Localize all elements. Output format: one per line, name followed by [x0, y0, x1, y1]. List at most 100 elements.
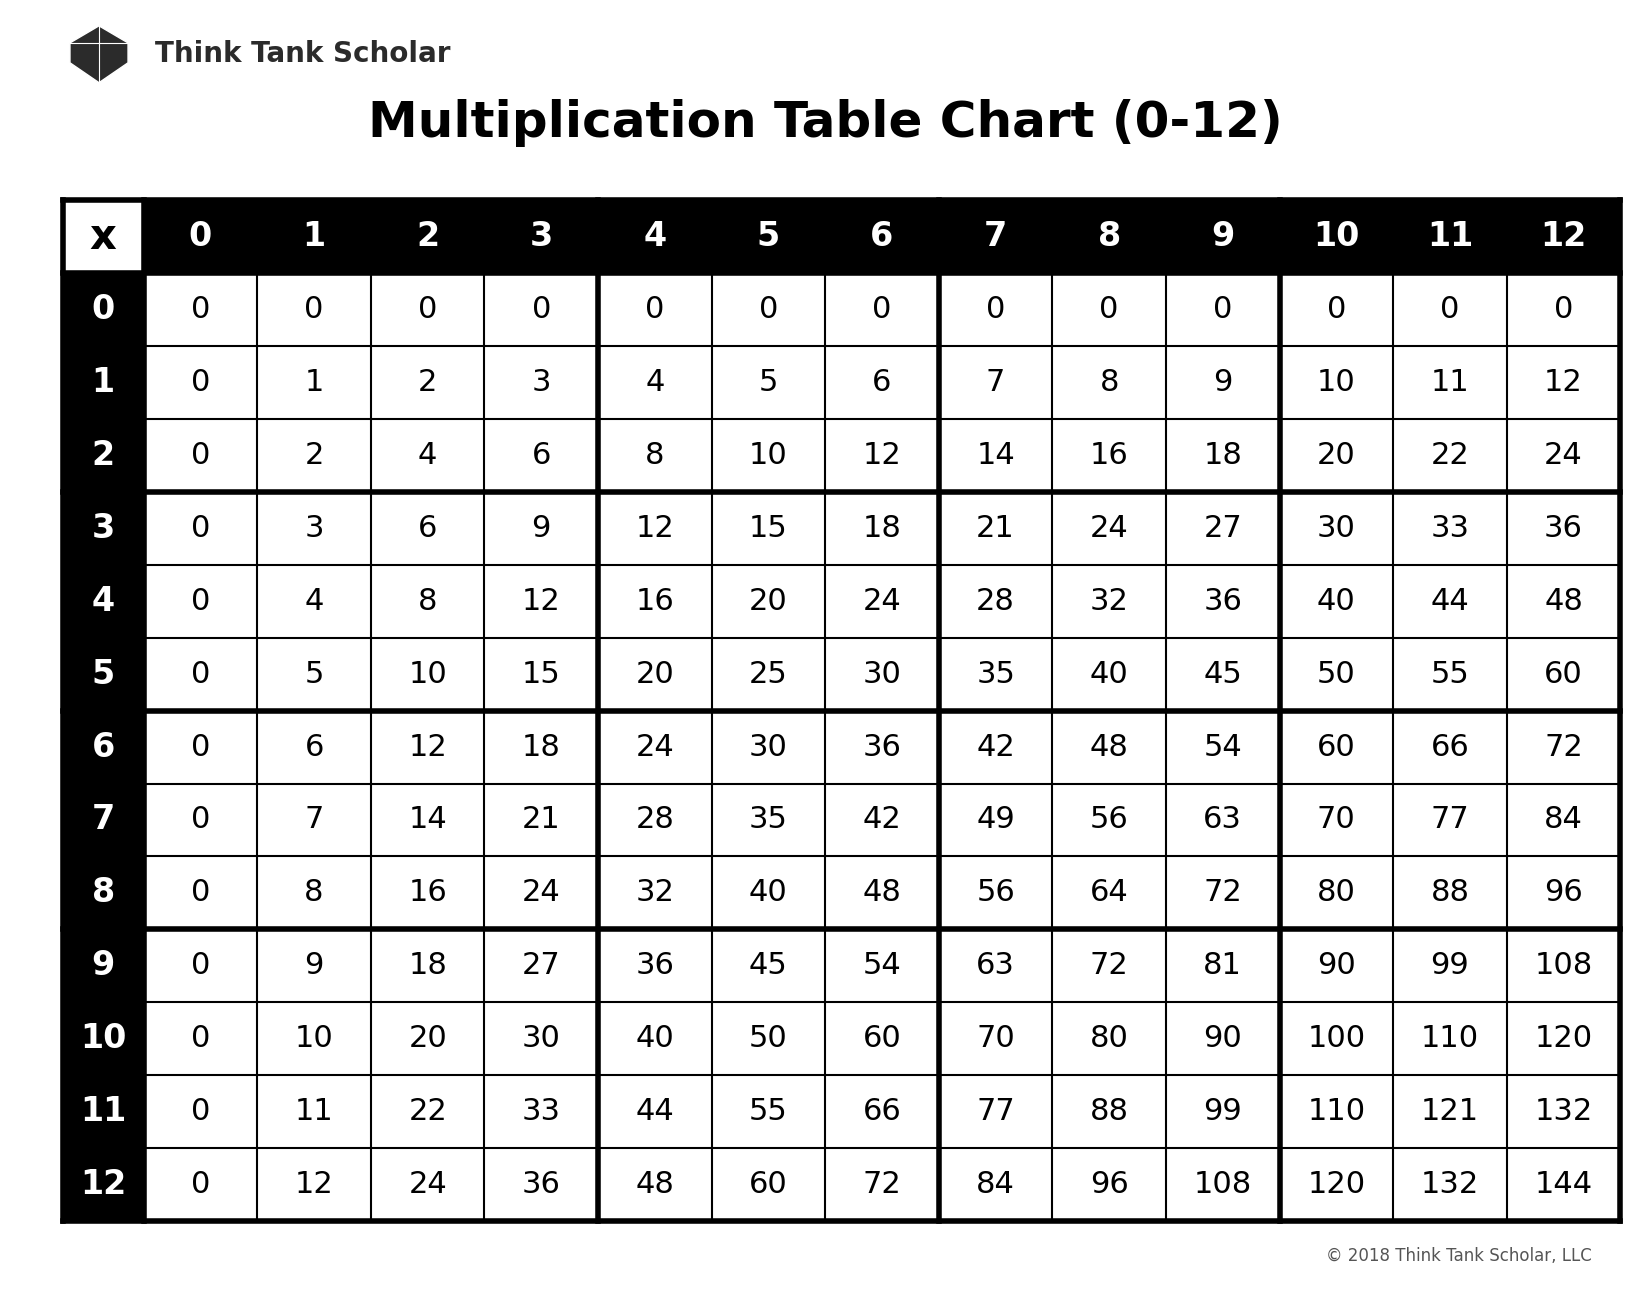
Text: 120: 120 — [1534, 1025, 1592, 1053]
Text: 20: 20 — [408, 1025, 447, 1053]
Text: 99: 99 — [1431, 951, 1468, 981]
Bar — [1393, 419, 1506, 492]
Bar — [939, 1075, 1053, 1149]
Bar — [597, 929, 711, 1003]
Text: 55: 55 — [749, 1097, 787, 1127]
Bar — [63, 273, 144, 346]
Text: 84: 84 — [977, 1171, 1015, 1199]
Bar — [1279, 492, 1393, 565]
Text: 60: 60 — [1317, 733, 1356, 761]
Bar — [1053, 711, 1167, 783]
Text: 63: 63 — [977, 951, 1015, 981]
Text: 14: 14 — [977, 441, 1015, 470]
Text: 8: 8 — [1099, 368, 1119, 397]
Text: 10: 10 — [1313, 220, 1360, 253]
Text: 70: 70 — [977, 1025, 1015, 1053]
Bar — [257, 857, 371, 929]
Text: 0: 0 — [645, 295, 665, 324]
Bar — [825, 1003, 939, 1075]
Bar — [144, 711, 257, 783]
Text: 6: 6 — [870, 220, 894, 253]
Bar — [939, 857, 1053, 929]
Text: 24: 24 — [521, 879, 561, 907]
Bar — [1053, 638, 1167, 711]
Text: 32: 32 — [635, 879, 675, 907]
Text: 108: 108 — [1193, 1171, 1252, 1199]
Text: 132: 132 — [1421, 1171, 1478, 1199]
Bar — [1053, 273, 1167, 346]
Bar — [1393, 273, 1506, 346]
Bar — [1167, 783, 1279, 857]
Text: 72: 72 — [863, 1171, 901, 1199]
Bar — [485, 1149, 597, 1221]
Text: 0: 0 — [191, 1171, 210, 1199]
Bar — [257, 346, 371, 419]
Bar — [1393, 346, 1506, 419]
Bar — [1167, 1003, 1279, 1075]
Text: 40: 40 — [1317, 587, 1356, 616]
Text: 7: 7 — [304, 805, 323, 835]
Bar — [63, 711, 144, 783]
Bar — [1053, 1003, 1167, 1075]
Text: 10: 10 — [1317, 368, 1356, 397]
Text: 63: 63 — [1203, 805, 1242, 835]
Bar — [63, 565, 144, 638]
Text: 77: 77 — [1431, 805, 1468, 835]
Text: 15: 15 — [749, 514, 787, 543]
Bar — [1279, 346, 1393, 419]
Text: 22: 22 — [408, 1097, 447, 1127]
Text: 11: 11 — [1427, 220, 1473, 253]
Bar — [1279, 1149, 1393, 1221]
Text: 90: 90 — [1317, 951, 1356, 981]
Text: 0: 0 — [191, 805, 210, 835]
Bar — [485, 638, 597, 711]
Text: 64: 64 — [1089, 879, 1129, 907]
Text: 0: 0 — [1440, 295, 1460, 324]
Bar — [1506, 200, 1620, 273]
Bar — [1506, 857, 1620, 929]
Text: 110: 110 — [1421, 1025, 1478, 1053]
Text: 1: 1 — [304, 368, 323, 397]
Bar — [825, 638, 939, 711]
Bar — [1279, 419, 1393, 492]
Bar — [825, 1075, 939, 1149]
Bar — [1167, 711, 1279, 783]
Text: 50: 50 — [1317, 660, 1356, 689]
Bar — [257, 638, 371, 711]
Text: 10: 10 — [79, 1022, 127, 1056]
Bar — [144, 638, 257, 711]
Bar — [939, 783, 1053, 857]
Bar — [711, 711, 825, 783]
Text: 12: 12 — [1544, 368, 1582, 397]
Text: 4: 4 — [645, 368, 665, 397]
Bar — [371, 1075, 485, 1149]
Bar — [711, 1075, 825, 1149]
Text: 70: 70 — [1317, 805, 1356, 835]
Text: 8: 8 — [91, 876, 116, 910]
Text: 12: 12 — [408, 733, 447, 761]
Bar — [63, 929, 144, 1003]
Bar — [1167, 200, 1279, 273]
Bar — [711, 1149, 825, 1221]
Text: 108: 108 — [1534, 951, 1592, 981]
Bar — [371, 929, 485, 1003]
Bar — [1393, 783, 1506, 857]
Text: Multiplication Table Chart (0-12): Multiplication Table Chart (0-12) — [368, 98, 1282, 147]
Text: 55: 55 — [1431, 660, 1468, 689]
Bar — [597, 419, 711, 492]
Text: 88: 88 — [1431, 879, 1470, 907]
Bar — [1167, 857, 1279, 929]
Text: 54: 54 — [863, 951, 901, 981]
Bar — [939, 711, 1053, 783]
Text: 132: 132 — [1534, 1097, 1592, 1127]
Text: 80: 80 — [1089, 1025, 1129, 1053]
Text: 2: 2 — [304, 441, 323, 470]
Bar — [1393, 1075, 1506, 1149]
Bar — [825, 346, 939, 419]
Text: 0: 0 — [1213, 295, 1233, 324]
Text: 0: 0 — [1327, 295, 1346, 324]
Text: 0: 0 — [417, 295, 437, 324]
Text: 7: 7 — [91, 804, 116, 836]
Bar — [1053, 565, 1167, 638]
Text: 20: 20 — [635, 660, 675, 689]
